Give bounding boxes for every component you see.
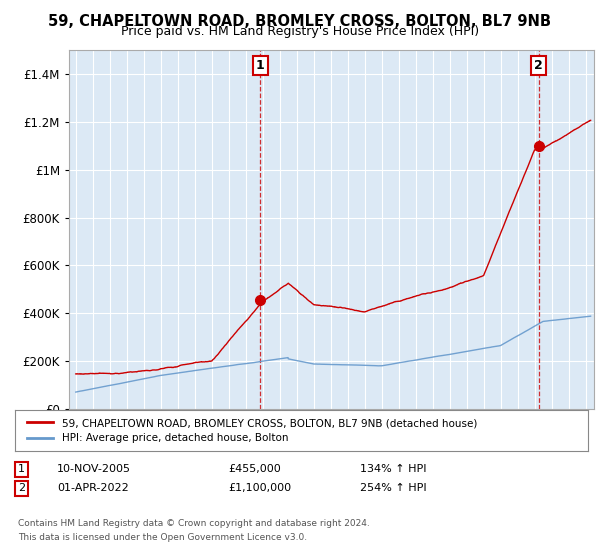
Text: 2: 2 <box>535 59 543 72</box>
Text: 134% ↑ HPI: 134% ↑ HPI <box>360 464 427 474</box>
Text: 1: 1 <box>256 59 265 72</box>
Text: £455,000: £455,000 <box>228 464 281 474</box>
Text: 2: 2 <box>18 483 25 493</box>
Text: This data is licensed under the Open Government Licence v3.0.: This data is licensed under the Open Gov… <box>18 533 307 542</box>
Text: £1,100,000: £1,100,000 <box>228 483 291 493</box>
Text: Contains HM Land Registry data © Crown copyright and database right 2024.: Contains HM Land Registry data © Crown c… <box>18 519 370 528</box>
Text: Price paid vs. HM Land Registry's House Price Index (HPI): Price paid vs. HM Land Registry's House … <box>121 25 479 38</box>
Text: 254% ↑ HPI: 254% ↑ HPI <box>360 483 427 493</box>
Text: 59, CHAPELTOWN ROAD, BROMLEY CROSS, BOLTON, BL7 9NB: 59, CHAPELTOWN ROAD, BROMLEY CROSS, BOLT… <box>49 14 551 29</box>
Text: 10-NOV-2005: 10-NOV-2005 <box>57 464 131 474</box>
Text: 1: 1 <box>18 464 25 474</box>
Text: 01-APR-2022: 01-APR-2022 <box>57 483 129 493</box>
Legend: 59, CHAPELTOWN ROAD, BROMLEY CROSS, BOLTON, BL7 9NB (detached house), HPI: Avera: 59, CHAPELTOWN ROAD, BROMLEY CROSS, BOLT… <box>23 414 481 447</box>
